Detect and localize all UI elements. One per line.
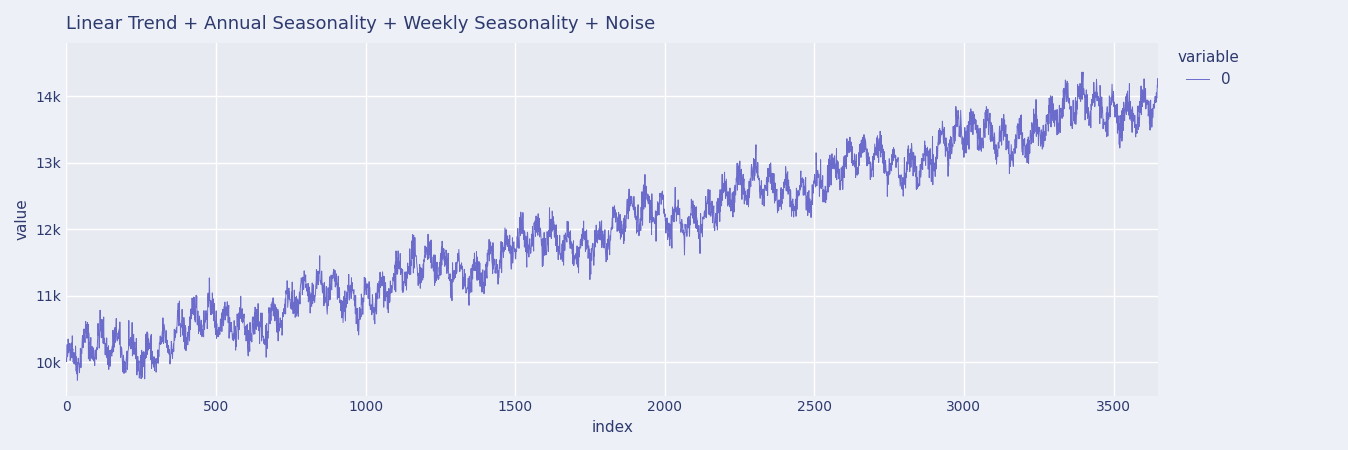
X-axis label: index: index	[592, 420, 634, 435]
0	[69, 378, 85, 383]
0	[443, 298, 460, 303]
Text: Linear Trend + Annual Seasonality + Weekly Seasonality + Noise: Linear Trend + Annual Seasonality + Week…	[66, 15, 655, 33]
0	[353, 295, 369, 300]
0	[472, 284, 488, 289]
0	[187, 306, 204, 311]
Legend: 0: 0	[1171, 44, 1246, 93]
0	[58, 356, 74, 361]
Y-axis label: value: value	[15, 198, 30, 240]
0	[1074, 69, 1091, 75]
0	[894, 180, 910, 185]
0	[301, 284, 317, 290]
0	[1150, 85, 1166, 90]
Line: 0: 0	[66, 72, 1158, 380]
